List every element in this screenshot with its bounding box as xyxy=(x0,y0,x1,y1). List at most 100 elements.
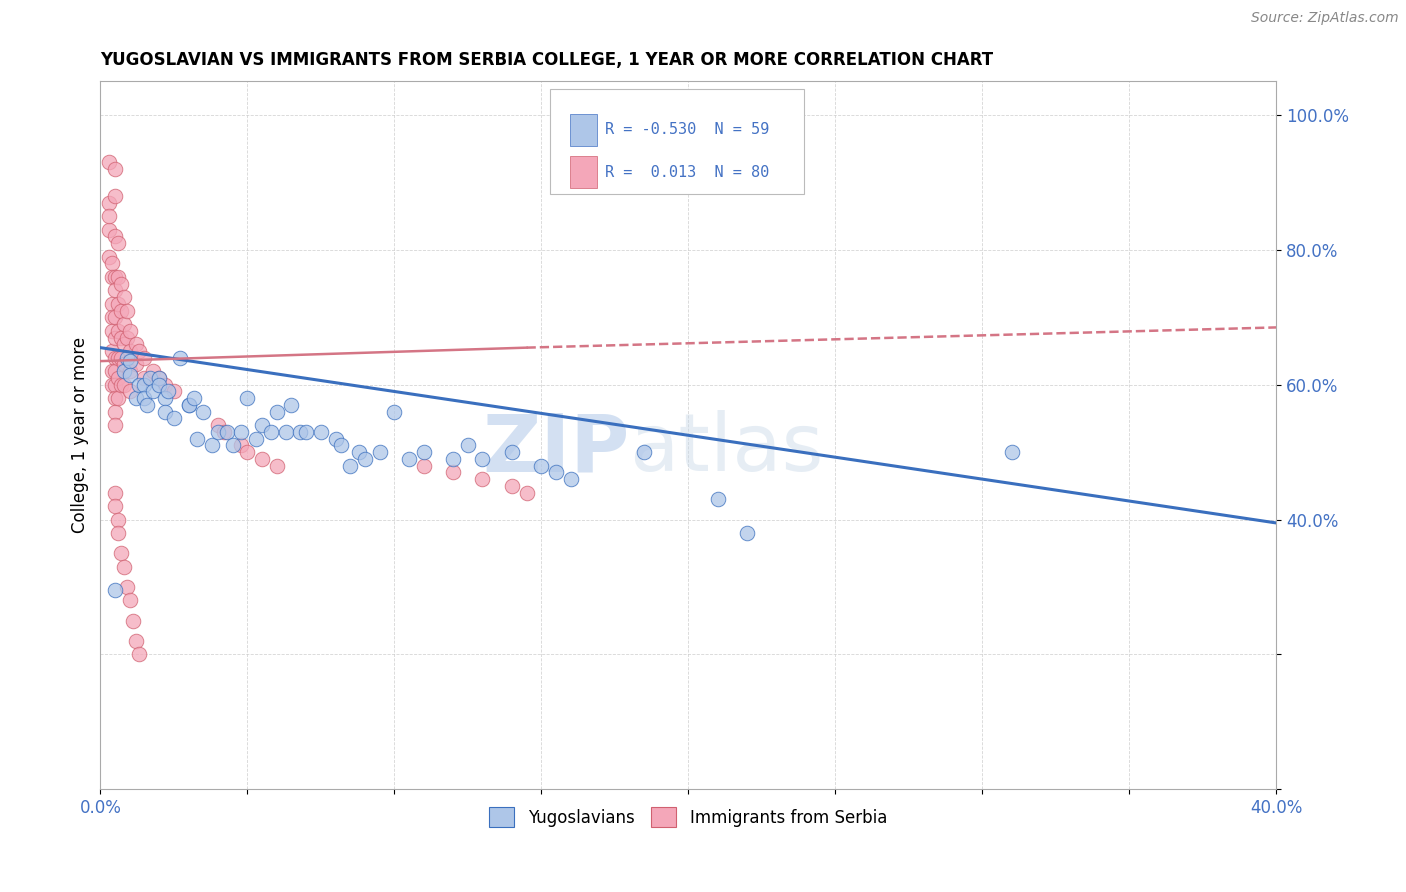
Point xyxy=(501,479,523,493)
Point xyxy=(118,384,141,399)
Point xyxy=(309,425,332,439)
Point xyxy=(115,580,138,594)
Point xyxy=(104,310,127,325)
Point xyxy=(112,290,135,304)
Point xyxy=(347,445,370,459)
Point xyxy=(110,377,132,392)
Point xyxy=(412,458,434,473)
Point xyxy=(107,297,129,311)
Point xyxy=(104,377,127,392)
Point xyxy=(441,466,464,480)
Point xyxy=(107,236,129,251)
Point xyxy=(236,391,259,405)
Point xyxy=(128,377,150,392)
Point xyxy=(104,330,127,344)
Point xyxy=(118,354,141,368)
Point xyxy=(104,229,127,244)
Point xyxy=(266,405,288,419)
Point xyxy=(112,317,135,331)
Point xyxy=(104,391,127,405)
Point xyxy=(128,344,150,359)
Text: R = -0.530  N = 59: R = -0.530 N = 59 xyxy=(605,122,769,137)
Point xyxy=(110,330,132,344)
Point xyxy=(107,526,129,541)
Point xyxy=(471,472,494,486)
Point xyxy=(104,418,127,433)
Point xyxy=(231,438,253,452)
Point xyxy=(544,466,567,480)
Point xyxy=(148,371,170,385)
Point xyxy=(290,425,312,439)
Point xyxy=(1000,445,1022,459)
Point xyxy=(330,438,353,452)
Point xyxy=(112,358,135,372)
Point xyxy=(212,425,235,439)
Point xyxy=(148,377,170,392)
Point xyxy=(118,368,141,382)
Point xyxy=(107,269,129,284)
Point xyxy=(118,344,141,359)
Point xyxy=(441,451,464,466)
Point xyxy=(101,364,124,378)
Point xyxy=(115,351,138,365)
Point xyxy=(104,405,127,419)
Point xyxy=(128,648,150,662)
Point xyxy=(153,405,176,419)
Point xyxy=(112,337,135,351)
Y-axis label: College, 1 year or more: College, 1 year or more xyxy=(72,337,89,533)
Point xyxy=(124,391,146,405)
Point xyxy=(142,384,165,399)
Point xyxy=(236,445,259,459)
Point xyxy=(153,377,176,392)
Point xyxy=(110,303,132,318)
Point xyxy=(101,297,124,311)
Point xyxy=(266,458,288,473)
Point xyxy=(153,391,176,405)
Point xyxy=(560,472,582,486)
Point xyxy=(457,438,479,452)
Point xyxy=(104,161,127,176)
Point xyxy=(193,405,215,419)
Point xyxy=(118,364,141,378)
Point xyxy=(110,351,132,365)
Point xyxy=(115,330,138,344)
Point xyxy=(104,583,127,598)
Point xyxy=(101,344,124,359)
Point xyxy=(101,377,124,392)
Point xyxy=(207,425,229,439)
Point xyxy=(142,364,165,378)
Point xyxy=(177,398,200,412)
Point xyxy=(134,371,156,385)
Point xyxy=(124,358,146,372)
Point xyxy=(104,485,127,500)
Point xyxy=(110,277,132,291)
Point xyxy=(471,451,494,466)
Point xyxy=(201,438,224,452)
Point xyxy=(148,371,170,385)
Text: ZIP: ZIP xyxy=(482,410,630,489)
Point xyxy=(530,458,553,473)
Point xyxy=(516,485,538,500)
Point xyxy=(163,411,186,425)
Point xyxy=(183,391,205,405)
Point xyxy=(186,432,208,446)
Point xyxy=(112,364,135,378)
Point xyxy=(221,438,243,452)
Point xyxy=(207,418,229,433)
Point xyxy=(118,324,141,338)
Point xyxy=(633,445,655,459)
Point xyxy=(260,425,283,439)
Point xyxy=(115,303,138,318)
Text: YUGOSLAVIAN VS IMMIGRANTS FROM SERBIA COLLEGE, 1 YEAR OR MORE CORRELATION CHART: YUGOSLAVIAN VS IMMIGRANTS FROM SERBIA CO… xyxy=(100,51,994,69)
Point xyxy=(177,398,200,412)
Point xyxy=(98,195,121,210)
Point xyxy=(231,425,253,439)
Point xyxy=(156,384,179,399)
Point xyxy=(412,445,434,459)
Point xyxy=(325,432,347,446)
Text: atlas: atlas xyxy=(630,410,824,489)
Point xyxy=(107,351,129,365)
Text: Source: ZipAtlas.com: Source: ZipAtlas.com xyxy=(1251,11,1399,25)
Point xyxy=(134,377,156,392)
Point xyxy=(501,445,523,459)
